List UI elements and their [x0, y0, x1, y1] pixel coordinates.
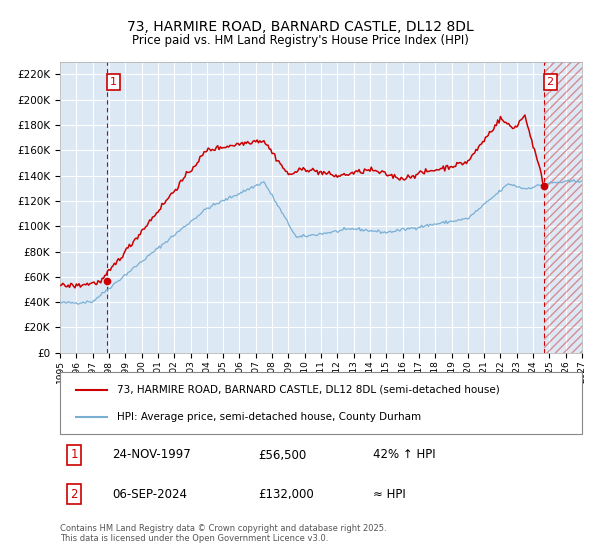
Text: £132,000: £132,000 — [259, 488, 314, 501]
Text: Price paid vs. HM Land Registry's House Price Index (HPI): Price paid vs. HM Land Registry's House … — [131, 34, 469, 46]
Text: 2: 2 — [547, 77, 554, 87]
Text: ≈ HPI: ≈ HPI — [373, 488, 406, 501]
Text: 24-NOV-1997: 24-NOV-1997 — [112, 449, 191, 461]
Text: 1: 1 — [70, 449, 78, 461]
Text: 42% ↑ HPI: 42% ↑ HPI — [373, 449, 436, 461]
Text: 06-SEP-2024: 06-SEP-2024 — [112, 488, 187, 501]
Text: Contains HM Land Registry data © Crown copyright and database right 2025.
This d: Contains HM Land Registry data © Crown c… — [60, 524, 386, 543]
Text: 2: 2 — [70, 488, 78, 501]
Text: £56,500: £56,500 — [259, 449, 307, 461]
Text: HPI: Average price, semi-detached house, County Durham: HPI: Average price, semi-detached house,… — [118, 412, 422, 422]
Bar — [544, 62, 582, 353]
FancyBboxPatch shape — [60, 372, 582, 434]
Bar — [544, 62, 582, 353]
Text: 1: 1 — [110, 77, 117, 87]
Text: 73, HARMIRE ROAD, BARNARD CASTLE, DL12 8DL: 73, HARMIRE ROAD, BARNARD CASTLE, DL12 8… — [127, 20, 473, 34]
Text: 73, HARMIRE ROAD, BARNARD CASTLE, DL12 8DL (semi-detached house): 73, HARMIRE ROAD, BARNARD CASTLE, DL12 8… — [118, 385, 500, 395]
